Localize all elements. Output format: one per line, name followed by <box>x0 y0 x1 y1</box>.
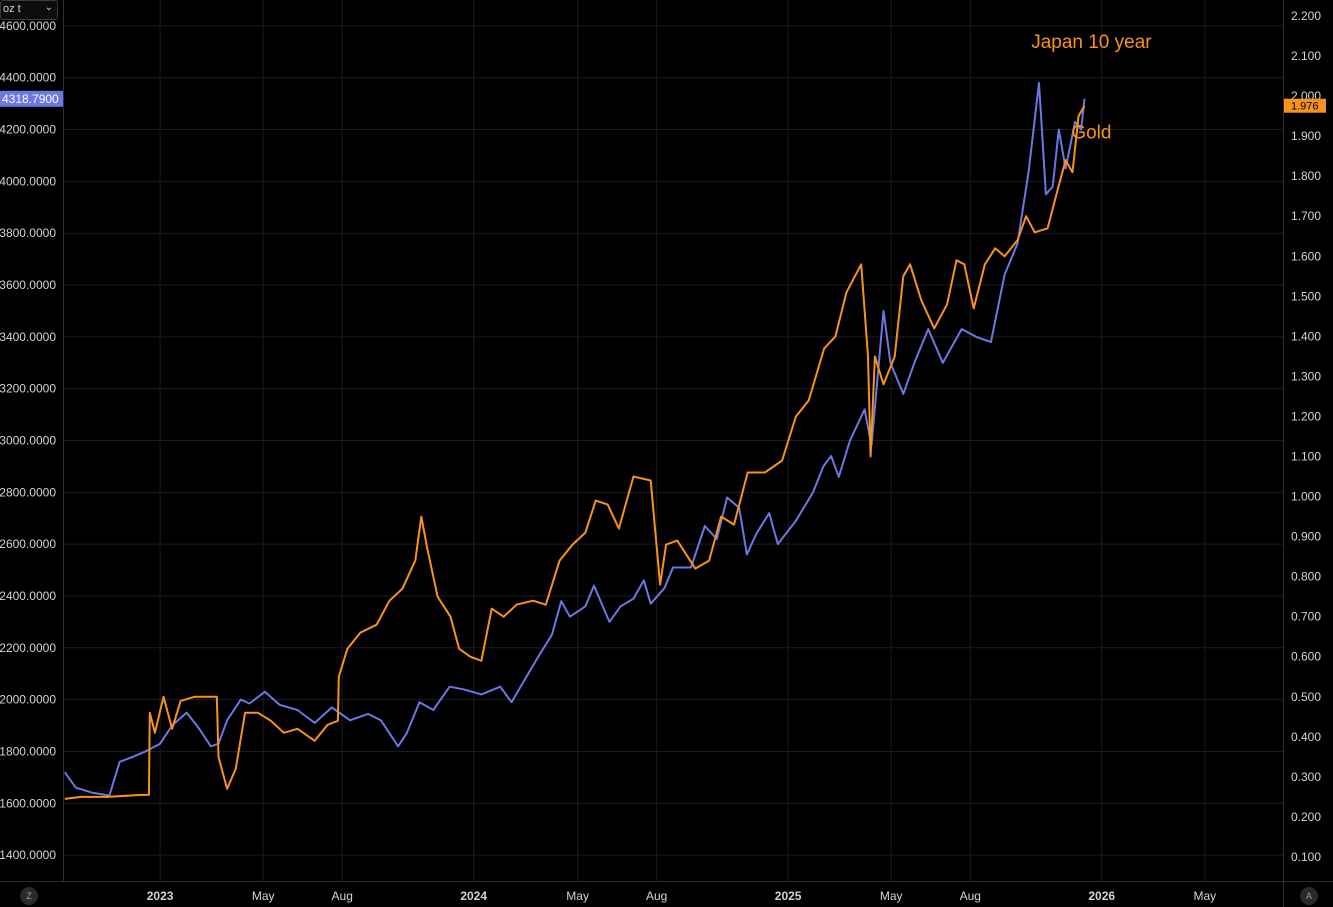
annotation-japan-10-year: Japan 10 year <box>1031 32 1152 53</box>
x-axis-tick-label: Aug <box>646 889 667 903</box>
left-axis-tick-label: 1600.0000 <box>0 796 56 810</box>
chevron-down-icon: ⌄ <box>44 2 53 13</box>
left-axis-tick-label: 3600.0000 <box>0 278 56 292</box>
gold-price-line <box>63 81 1086 797</box>
left-axis-tick-label: 2400.0000 <box>0 589 56 603</box>
left-axis-tick-label: 1800.0000 <box>0 744 56 758</box>
auto-scale-left-button[interactable]: Z <box>20 887 38 905</box>
right-axis-tick-label: 1.500 <box>1291 289 1321 303</box>
right-axis-tick-label: 0.400 <box>1291 730 1321 744</box>
right-axis-tick-label: 2.100 <box>1291 49 1321 63</box>
right-axis-tick-label: 1.300 <box>1291 369 1321 383</box>
right-axis-tick-label: 2.200 <box>1291 9 1321 23</box>
x-axis-tick-label: 2026 <box>1088 889 1115 903</box>
x-axis-tick-label: May <box>1193 889 1216 903</box>
right-axis-tick-label: 0.700 <box>1291 610 1321 624</box>
right-axis-tick-label: 1.100 <box>1291 450 1321 464</box>
japan-10-year-line <box>64 105 1086 800</box>
x-axis-tick-label: Aug <box>960 889 981 903</box>
x-axis-tick-label: May <box>880 889 903 903</box>
right-last-value-badge <box>1284 98 1326 113</box>
right-axis-tick-label: 1.400 <box>1291 329 1321 343</box>
left-axis-tick-label: 3200.0000 <box>0 382 56 396</box>
left-axis-tick-label: 2000.0000 <box>0 693 56 707</box>
left-axis-tick-label: 4000.0000 <box>0 174 56 188</box>
left-axis-tick-label: 4200.0000 <box>0 123 56 137</box>
right-axis-tick-label: 1.700 <box>1291 209 1321 223</box>
auto-scale-right-button[interactable]: A <box>1300 887 1318 905</box>
x-axis-tick-label: 2025 <box>775 889 802 903</box>
left-axis-tick-label: 1400.0000 <box>0 848 56 862</box>
right-axis-tick-label: 0.300 <box>1291 770 1321 784</box>
right-axis-tick-label: 1.000 <box>1291 490 1321 504</box>
right-axis-tick-label: 0.900 <box>1291 530 1321 544</box>
left-axis-tick-label: 2600.0000 <box>0 537 56 551</box>
right-axis-tick-label: 1.200 <box>1291 409 1321 423</box>
x-axis-tick-label: 2024 <box>460 889 487 903</box>
left-axis-tick-label: 2200.0000 <box>0 641 56 655</box>
left-axis-tick-label: 3800.0000 <box>0 226 56 240</box>
x-axis-tick-label: May <box>566 889 589 903</box>
left-axis-tick-label: 3000.0000 <box>0 434 56 448</box>
right-axis-tick-label: 1.600 <box>1291 249 1321 263</box>
right-axis-tick-label: 0.100 <box>1291 850 1321 864</box>
annotation-gold: Gold <box>1071 123 1111 144</box>
left-axis-tick-label: 4400.0000 <box>0 71 56 85</box>
x-axis-tick-label: May <box>252 889 275 903</box>
x-axis-tick-label: Aug <box>332 889 353 903</box>
right-last-value-label: 1.976 <box>1291 101 1319 113</box>
unit-selector[interactable]: oz t ⌄ <box>0 0 58 20</box>
left-last-value-label: 4318.7900 <box>2 92 59 106</box>
left-last-value-badge <box>0 90 63 107</box>
left-axis-tick-label: 3400.0000 <box>0 330 56 344</box>
right-axis-tick-label: 0.600 <box>1291 650 1321 664</box>
right-axis-tick-label: 0.200 <box>1291 810 1321 824</box>
left-axis-tick-label: 2800.0000 <box>0 485 56 499</box>
unit-selector-label: oz t <box>3 3 21 15</box>
right-axis-tick-label: 1.900 <box>1291 129 1321 143</box>
left-axis-tick-label: 4600.0000 <box>0 19 56 33</box>
right-axis-tick-label: 1.800 <box>1291 169 1321 183</box>
x-axis-tick-label: 2023 <box>147 889 174 903</box>
right-axis-tick-label: 0.800 <box>1291 570 1321 584</box>
right-axis-tick-label: 0.500 <box>1291 690 1321 704</box>
